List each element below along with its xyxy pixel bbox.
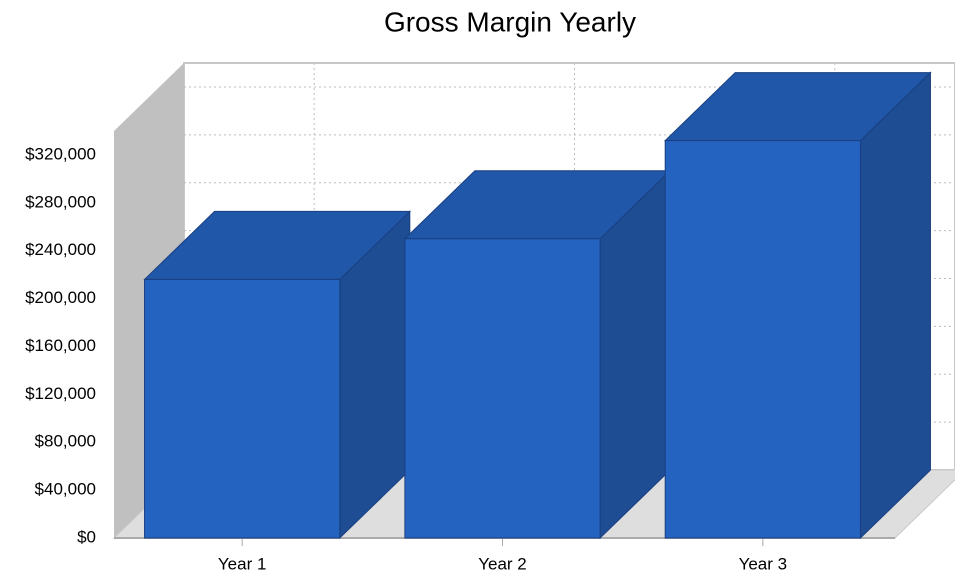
y-tick-label: $160,000 [25, 336, 96, 355]
bar [144, 278, 341, 539]
y-tick-label: $320,000 [25, 144, 96, 163]
y-tick-label: $120,000 [25, 384, 96, 403]
y-tick-label: $280,000 [25, 192, 96, 211]
x-tick-label: Year 1 [218, 554, 267, 573]
bar-side [859, 71, 931, 540]
bar [404, 238, 601, 539]
x-tick-label: Year 2 [478, 554, 527, 573]
bar [664, 140, 861, 539]
y-tick-label: $80,000 [35, 432, 96, 451]
y-tick-label: $200,000 [25, 288, 96, 307]
y-tick-label: $40,000 [35, 480, 96, 499]
chart-title: Gross Margin Yearly [384, 6, 636, 37]
y-tick-label: $0 [77, 527, 96, 546]
x-tick-label: Year 3 [739, 554, 788, 573]
y-tick-label: $240,000 [25, 240, 96, 259]
